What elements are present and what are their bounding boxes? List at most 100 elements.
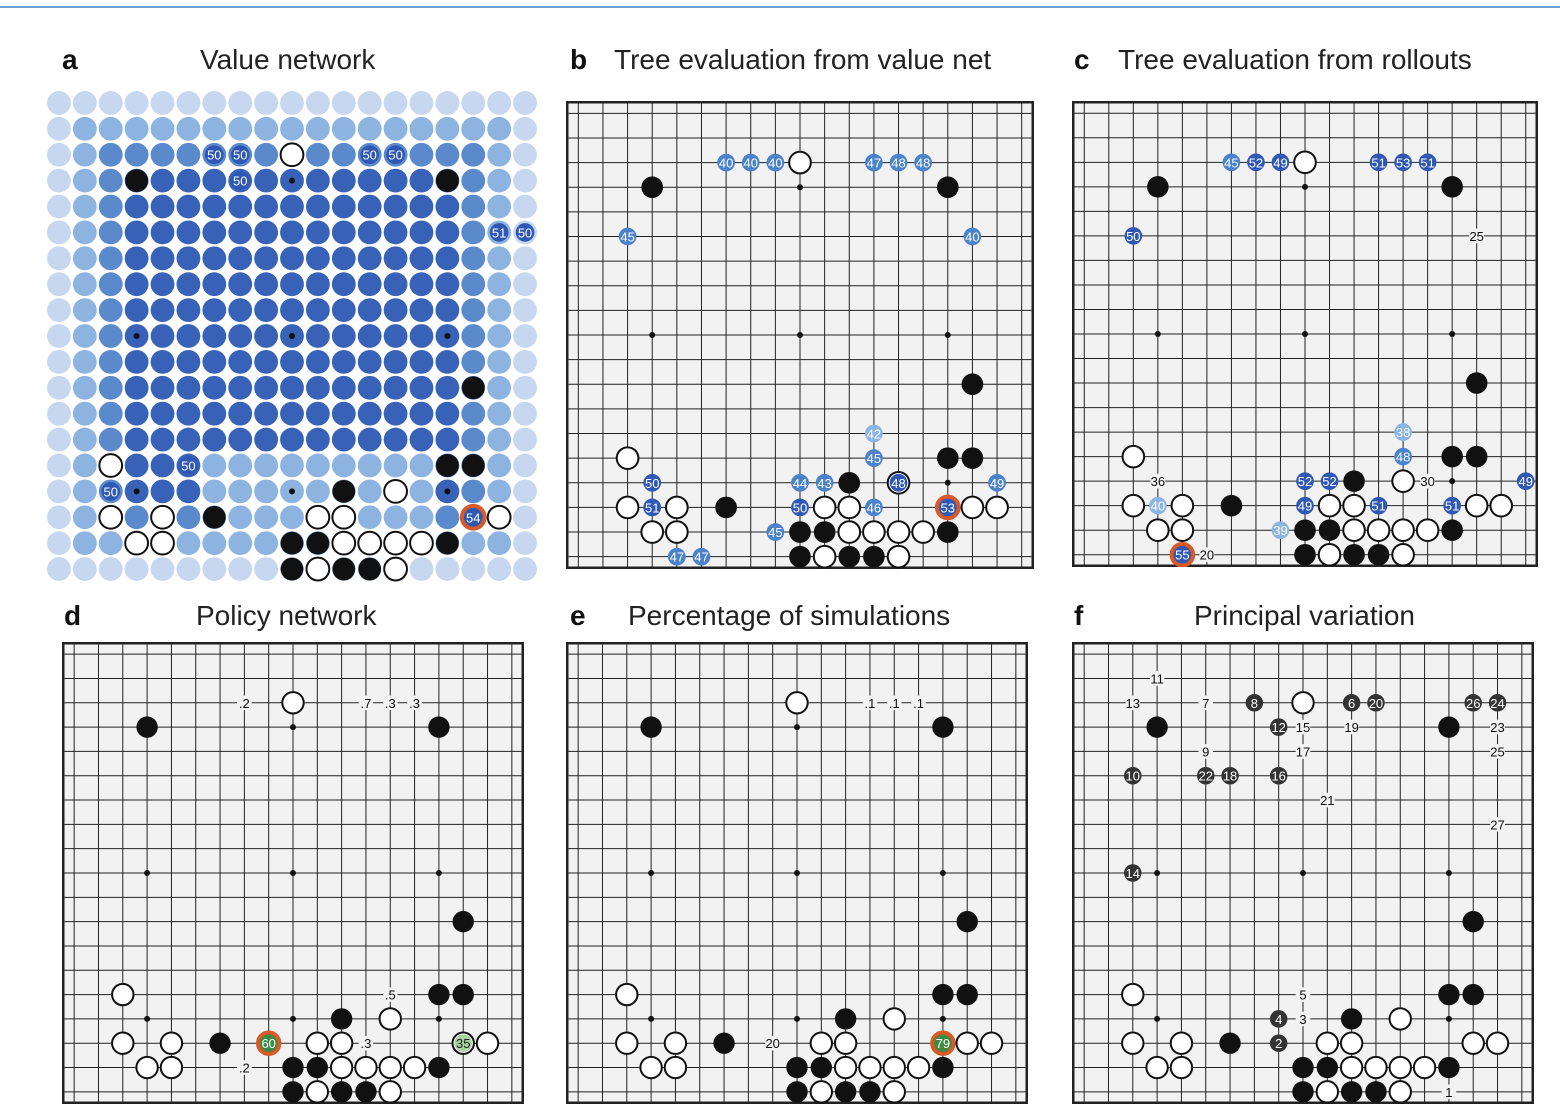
star-point: [1449, 478, 1456, 485]
value-dot: [383, 324, 408, 348]
white-stone: [1170, 518, 1195, 543]
white-stone: [837, 495, 862, 520]
label-value: .3: [385, 696, 396, 711]
value-dot: [124, 375, 149, 400]
white-stone: [1485, 1031, 1510, 1055]
label-marker: [1342, 694, 1361, 712]
black-stone: [789, 545, 811, 568]
label-marker: [1245, 694, 1264, 712]
value-dot: [228, 401, 253, 426]
label-value: 40: [744, 156, 758, 171]
white-stone: [354, 1055, 378, 1080]
value-dot: [254, 427, 279, 452]
star-point: [1445, 1015, 1452, 1022]
value-dot: [254, 375, 279, 400]
value-dot: [487, 375, 512, 400]
value-dot: [254, 505, 279, 530]
label-marker: [1469, 228, 1485, 244]
value-dot: [487, 142, 512, 167]
value-dot: [409, 298, 434, 323]
value-dot: [513, 401, 537, 426]
label-marker: [515, 223, 535, 242]
panel-d-title: Policy network: [196, 600, 377, 631]
value-dot: [72, 272, 97, 297]
label-marker: [101, 482, 121, 501]
label-marker: [865, 153, 883, 172]
value-dot: [461, 401, 486, 426]
label-value: 27: [1490, 817, 1504, 832]
value-dot: [150, 246, 175, 271]
label-marker: [230, 171, 250, 190]
white-stone: [886, 544, 911, 569]
value-dot: [98, 557, 123, 581]
star-point: [290, 724, 296, 731]
white-stone: [1489, 493, 1514, 518]
value-dot: [124, 453, 149, 478]
white-stone: [640, 520, 665, 544]
value-dot: [305, 427, 330, 452]
white-stone: [357, 530, 383, 556]
value-dot: [72, 557, 97, 581]
value-dot: [124, 272, 149, 297]
black-stone: [838, 471, 861, 494]
value-dot: [435, 375, 460, 400]
label-marker: [454, 1034, 472, 1052]
value-dot: [513, 531, 537, 556]
label-marker: [1296, 496, 1314, 515]
label-value: 48: [891, 156, 905, 171]
label-value: 21: [1320, 793, 1334, 808]
label-marker: [407, 695, 422, 711]
white-stone: [1146, 518, 1170, 543]
value-dot: [435, 246, 460, 271]
value-dot: [47, 479, 71, 504]
value-dot: [435, 194, 460, 219]
label-marker: [1124, 227, 1143, 245]
label-value: 50: [362, 148, 376, 163]
label-value: 36: [1151, 474, 1165, 489]
black-stone: [932, 983, 954, 1006]
value-dot: [280, 272, 304, 297]
go-board-e: .1 .1 .1 20 79: [566, 642, 1028, 1104]
value-dot: [409, 479, 434, 504]
value-dot: [513, 557, 537, 581]
white-stone: [1342, 493, 1366, 518]
value-dot: [202, 401, 227, 426]
label-marker: [489, 223, 509, 242]
value-dot: [124, 557, 149, 581]
value-dot: [383, 375, 408, 400]
label-value: .3: [361, 1036, 372, 1051]
value-dot: [435, 427, 460, 452]
white-stone: [475, 1031, 500, 1055]
black-stone: [1318, 519, 1341, 542]
value-dot: [280, 375, 304, 400]
label-value: 50: [207, 148, 221, 163]
black-stone: [1219, 1032, 1241, 1054]
value-dot: [487, 246, 512, 271]
label-marker: [1367, 694, 1385, 712]
black-stone: [834, 1008, 857, 1030]
value-dot: [150, 479, 175, 504]
value-dot: [409, 349, 434, 374]
value-dot: [487, 272, 512, 297]
value-dot: [513, 272, 537, 297]
label-value: 7: [1202, 696, 1209, 711]
value-dot: [150, 168, 175, 193]
black-stone: [209, 1032, 231, 1054]
black-stone: [435, 169, 459, 193]
value-dot: [280, 505, 304, 530]
value-dot: [357, 453, 382, 478]
white-stone: [124, 530, 150, 556]
star-point: [444, 333, 451, 339]
value-dot: [176, 375, 201, 400]
black-stone: [1438, 983, 1460, 1006]
label-marker: [1420, 473, 1435, 489]
value-dot: [331, 298, 356, 323]
label-value: 48: [916, 156, 930, 171]
value-dot: [280, 298, 304, 323]
label-value: 15: [1296, 720, 1310, 735]
label-value: 48: [891, 476, 905, 491]
value-dot: [409, 557, 434, 581]
black-stone: [280, 557, 304, 581]
label-marker: [358, 695, 374, 711]
value-dot: [150, 298, 175, 323]
